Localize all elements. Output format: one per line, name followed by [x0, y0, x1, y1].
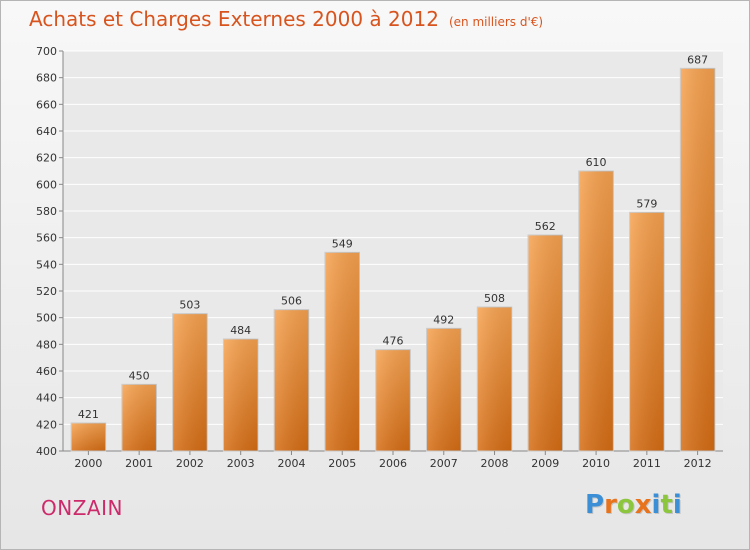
x-tick-label: 2007: [430, 457, 458, 470]
y-tick-label: 540: [36, 258, 57, 271]
y-tick-label: 620: [36, 152, 57, 165]
bar-value-label: 503: [179, 299, 200, 312]
bar-shade: [680, 68, 715, 451]
bar-value-label: 506: [281, 295, 302, 308]
x-tick-label: 2000: [74, 457, 102, 470]
x-tick-label: 2010: [582, 457, 610, 470]
city-name: ONZAIN: [41, 496, 123, 520]
y-tick-label: 580: [36, 205, 57, 218]
y-tick-label: 700: [36, 45, 57, 58]
bar-shade: [71, 423, 106, 451]
y-tick-label: 420: [36, 418, 57, 431]
x-tick-label: 2006: [379, 457, 407, 470]
brand-letter: t: [660, 490, 673, 520]
x-tick-label: 2005: [328, 457, 356, 470]
y-tick-label: 560: [36, 232, 57, 245]
y-tick-label: 460: [36, 365, 57, 378]
bar-shade: [578, 171, 614, 451]
bar-value-label: 476: [383, 335, 404, 348]
x-tick-label: 2004: [277, 457, 305, 470]
x-tick-label: 2001: [125, 457, 153, 470]
y-tick-label: 520: [36, 285, 57, 298]
bar-shade: [426, 328, 462, 451]
bar-shade: [274, 309, 309, 451]
y-tick-label: 640: [36, 125, 57, 138]
x-tick-label: 2009: [531, 457, 559, 470]
bar-value-label: 610: [586, 156, 607, 169]
y-tick-label: 680: [36, 72, 57, 85]
y-tick-label: 480: [36, 338, 57, 351]
x-tick-label: 2012: [684, 457, 712, 470]
brand-letter: i: [672, 490, 682, 520]
y-tick-label: 500: [36, 312, 57, 325]
bar-shade: [223, 339, 258, 451]
bar-value-label: 492: [433, 313, 454, 326]
bar-value-label: 687: [687, 53, 708, 66]
bar-shade: [324, 252, 360, 451]
bar-shade: [375, 349, 411, 451]
bar-value-label: 508: [484, 292, 505, 305]
bar-shade: [172, 313, 208, 451]
bar-value-label: 562: [535, 220, 556, 233]
chart-title: Achats et Charges Externes 2000 à 2012 (e…: [29, 7, 543, 31]
y-tick-label: 600: [36, 178, 57, 191]
brand-letter: i: [651, 490, 661, 520]
bar-value-label: 549: [332, 237, 353, 250]
bar-value-label: 421: [78, 408, 99, 421]
y-tick-label: 400: [36, 445, 57, 458]
y-tick-label: 660: [36, 98, 57, 111]
chart-unit-label: (en milliers d'€): [448, 15, 544, 29]
chart-title-text: Achats et Charges Externes 2000 à 2012: [29, 7, 439, 31]
bar-shade: [629, 212, 665, 451]
brand-letter: x: [634, 490, 652, 520]
bar-value-label: 484: [230, 324, 251, 337]
bar-shade: [528, 235, 563, 451]
bar-shade: [121, 384, 157, 451]
y-tick-label: 440: [36, 392, 57, 405]
brand-letter: r: [604, 490, 617, 520]
x-tick-label: 2011: [633, 457, 661, 470]
x-tick-label: 2008: [481, 457, 509, 470]
brand-letter: P: [585, 490, 605, 520]
proxiti-logo: Proxiti: [585, 490, 682, 520]
x-tick-label: 2003: [227, 457, 255, 470]
bar-value-label: 579: [636, 197, 657, 210]
bar-shade: [477, 307, 512, 451]
bar-value-label: 450: [129, 369, 150, 382]
x-tick-label: 2002: [176, 457, 204, 470]
brand-letter: o: [616, 490, 635, 520]
